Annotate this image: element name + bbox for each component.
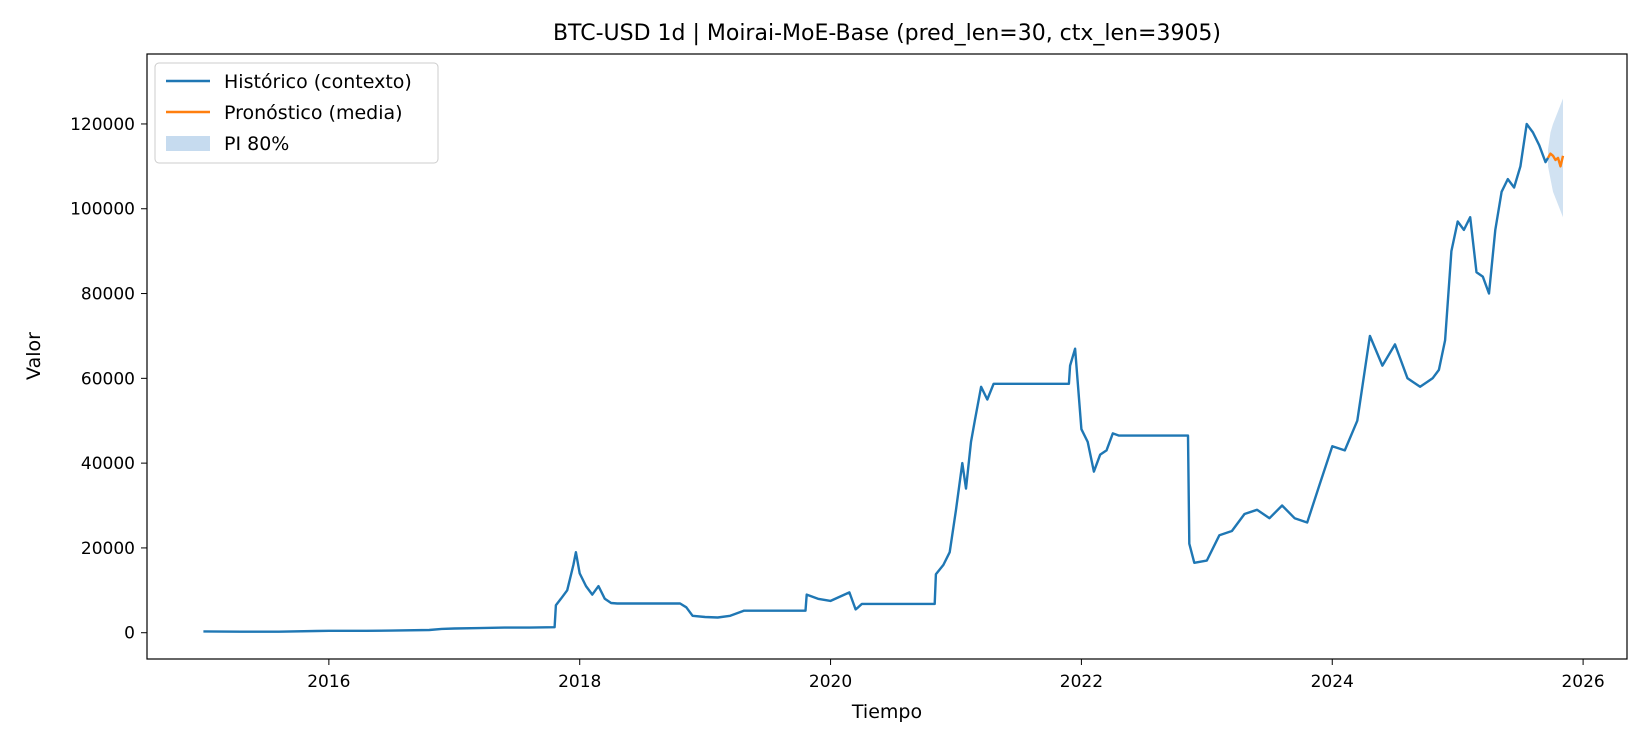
y-axis-title: Valor <box>23 332 45 380</box>
y-tick-label: 100000 <box>70 200 135 220</box>
y-axis: 0 20000 40000 60000 80000 100000 120000 <box>70 115 147 644</box>
legend-label-forecast: Pronóstico (media) <box>224 102 403 124</box>
y-tick-label: 80000 <box>81 285 135 305</box>
forecast-series-line <box>1546 152 1565 168</box>
series-layer <box>203 122 1565 633</box>
y-tick-label: 0 <box>124 624 135 644</box>
x-axis: 2016 2018 2020 2022 2024 2026 <box>307 659 1605 692</box>
x-tick-label: 2024 <box>1311 672 1354 692</box>
legend-swatch-interval <box>166 136 210 151</box>
plot-area <box>146 53 1628 660</box>
y-tick-label: 120000 <box>70 115 135 135</box>
x-tick-label: 2022 <box>1060 672 1103 692</box>
legend-box <box>154 62 439 164</box>
x-tick-label: 2018 <box>558 672 601 692</box>
y-tick-label: 20000 <box>81 539 135 559</box>
y-tick-label: 60000 <box>81 369 135 389</box>
x-axis-title: Tiempo <box>851 701 922 723</box>
legend-label-interval: PI 80% <box>224 133 289 155</box>
x-tick-label: 2016 <box>307 672 350 692</box>
plot-frame <box>146 53 1628 660</box>
x-tick-label: 2020 <box>809 672 852 692</box>
legend-label-historical: Histórico (contexto) <box>224 71 412 93</box>
y-tick-label: 40000 <box>81 454 135 474</box>
historical-series-line <box>203 122 1550 633</box>
chart-title: BTC-USD 1d | Moirai-MoE-Base (pred_len=3… <box>553 21 1221 46</box>
legend: Histórico (contexto) Pronóstico (media) … <box>154 62 439 164</box>
x-tick-label: 2026 <box>1561 672 1604 692</box>
